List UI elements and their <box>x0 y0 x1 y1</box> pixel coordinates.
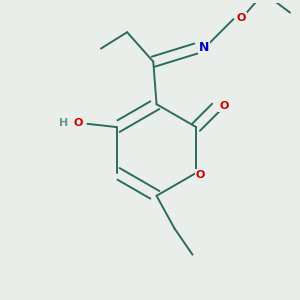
Text: N: N <box>199 41 209 54</box>
Text: O: O <box>219 101 229 111</box>
Text: O: O <box>195 169 205 179</box>
Text: H: H <box>59 118 68 128</box>
Text: O: O <box>74 118 83 128</box>
Text: O: O <box>236 13 246 23</box>
